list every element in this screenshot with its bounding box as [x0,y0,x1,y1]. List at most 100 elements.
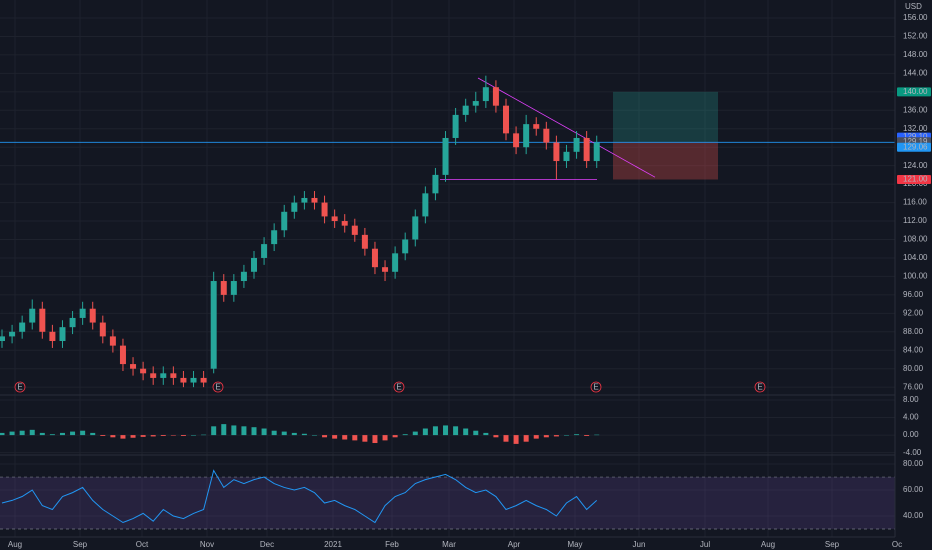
candle-body [492,87,499,106]
x-tick-label: Jul [700,540,710,549]
target-zone [613,91,718,143]
x-tick-label: Dec [260,540,274,549]
macd-bar [513,435,519,444]
x-tick-label: Sep [825,540,840,549]
currency-label: USD [905,2,922,11]
macd-bar [281,431,287,436]
candle-body [513,133,520,148]
candle-body [573,137,580,152]
y-tick-label: 100.00 [903,272,928,281]
macd-bar [0,432,5,436]
earnings-label: E [215,383,220,392]
candle-body [130,364,137,369]
candle-body [29,308,36,323]
price-label: 129.10 [903,132,928,141]
x-tick-label: 2021 [324,540,342,549]
macd-bar [29,429,35,436]
candle-body [79,308,86,318]
candle-body [533,124,540,129]
candle-body [351,225,358,235]
earnings-marker [393,381,405,393]
y-tick-label: 40.00 [903,511,924,520]
macd-bar [523,435,529,442]
y-tick-label: 88.00 [903,327,924,336]
candle-body [361,234,368,249]
earnings-label: E [396,383,401,392]
candle-body [503,105,509,134]
candle-body [99,322,106,337]
macd-bar [221,424,227,436]
macd-bar [100,435,106,436]
candle-body [452,114,459,138]
macd-bar [80,430,86,436]
macd-bar [180,435,186,436]
macd-bar [352,435,358,441]
macd-bar [533,435,539,439]
x-tick-label: Mar [442,540,456,549]
y-tick-label: 4.00 [903,413,919,422]
candle-body [442,137,449,175]
price-label: 129.06 [903,142,928,151]
macd-bar [251,427,257,436]
macd-bar [231,425,237,436]
macd-bar [493,435,499,438]
candle-body [200,377,207,383]
candle-body [412,216,419,240]
price-label-box [897,142,931,152]
price-label: 129.19 [903,137,928,146]
candle-body [482,87,489,102]
candle-body [261,244,268,258]
x-tick-label: May [567,540,582,549]
candle-body [220,281,227,295]
price-label: 140.00 [903,87,928,96]
candle-body [523,124,530,148]
candle-body [180,377,187,383]
earnings-marker [212,381,224,393]
x-tick-label: Oc [892,540,902,549]
macd-bar [291,432,297,436]
earnings-marker [590,381,602,393]
candle-body [432,174,439,194]
x-tick-label: Apr [508,540,521,549]
macd-bar [201,434,207,436]
price-label-box [897,87,931,97]
candle-body [210,281,217,369]
macd-bar [563,435,569,436]
macd-bar [594,434,600,436]
macd-bar [412,431,418,436]
candle-body [39,308,46,332]
candle-body [140,368,147,374]
y-tick-label: 80.00 [903,364,924,373]
macd-bar [443,425,449,436]
macd-bar [261,428,267,436]
candle-body [240,271,247,282]
candle-body [9,331,16,337]
macd-bar [39,432,45,436]
y-tick-label: 76.00 [903,382,924,391]
macd-bar [9,431,15,436]
macd-bar [392,435,398,438]
x-tick-label: Oct [136,540,149,549]
candle-body [462,105,469,115]
time-axis [0,538,895,550]
candle-body [382,267,389,272]
y-tick-label: 60.00 [903,485,924,494]
candle-body [402,239,409,254]
candle-body [311,197,318,203]
macd-bar [382,435,388,441]
candle-body [291,202,298,212]
macd-bar [311,435,317,436]
macd-bar [211,426,217,436]
y-tick-label: 96.00 [903,290,924,299]
macd-bar [483,432,489,436]
y-tick-label: 148.00 [903,50,928,59]
candle-body [281,211,288,231]
earnings-label: E [17,383,22,392]
candle-body [59,327,66,342]
candle-body [553,142,560,162]
y-tick-label: 152.00 [903,32,928,41]
candle-body [563,151,570,162]
y-tick-label: 144.00 [903,68,928,77]
